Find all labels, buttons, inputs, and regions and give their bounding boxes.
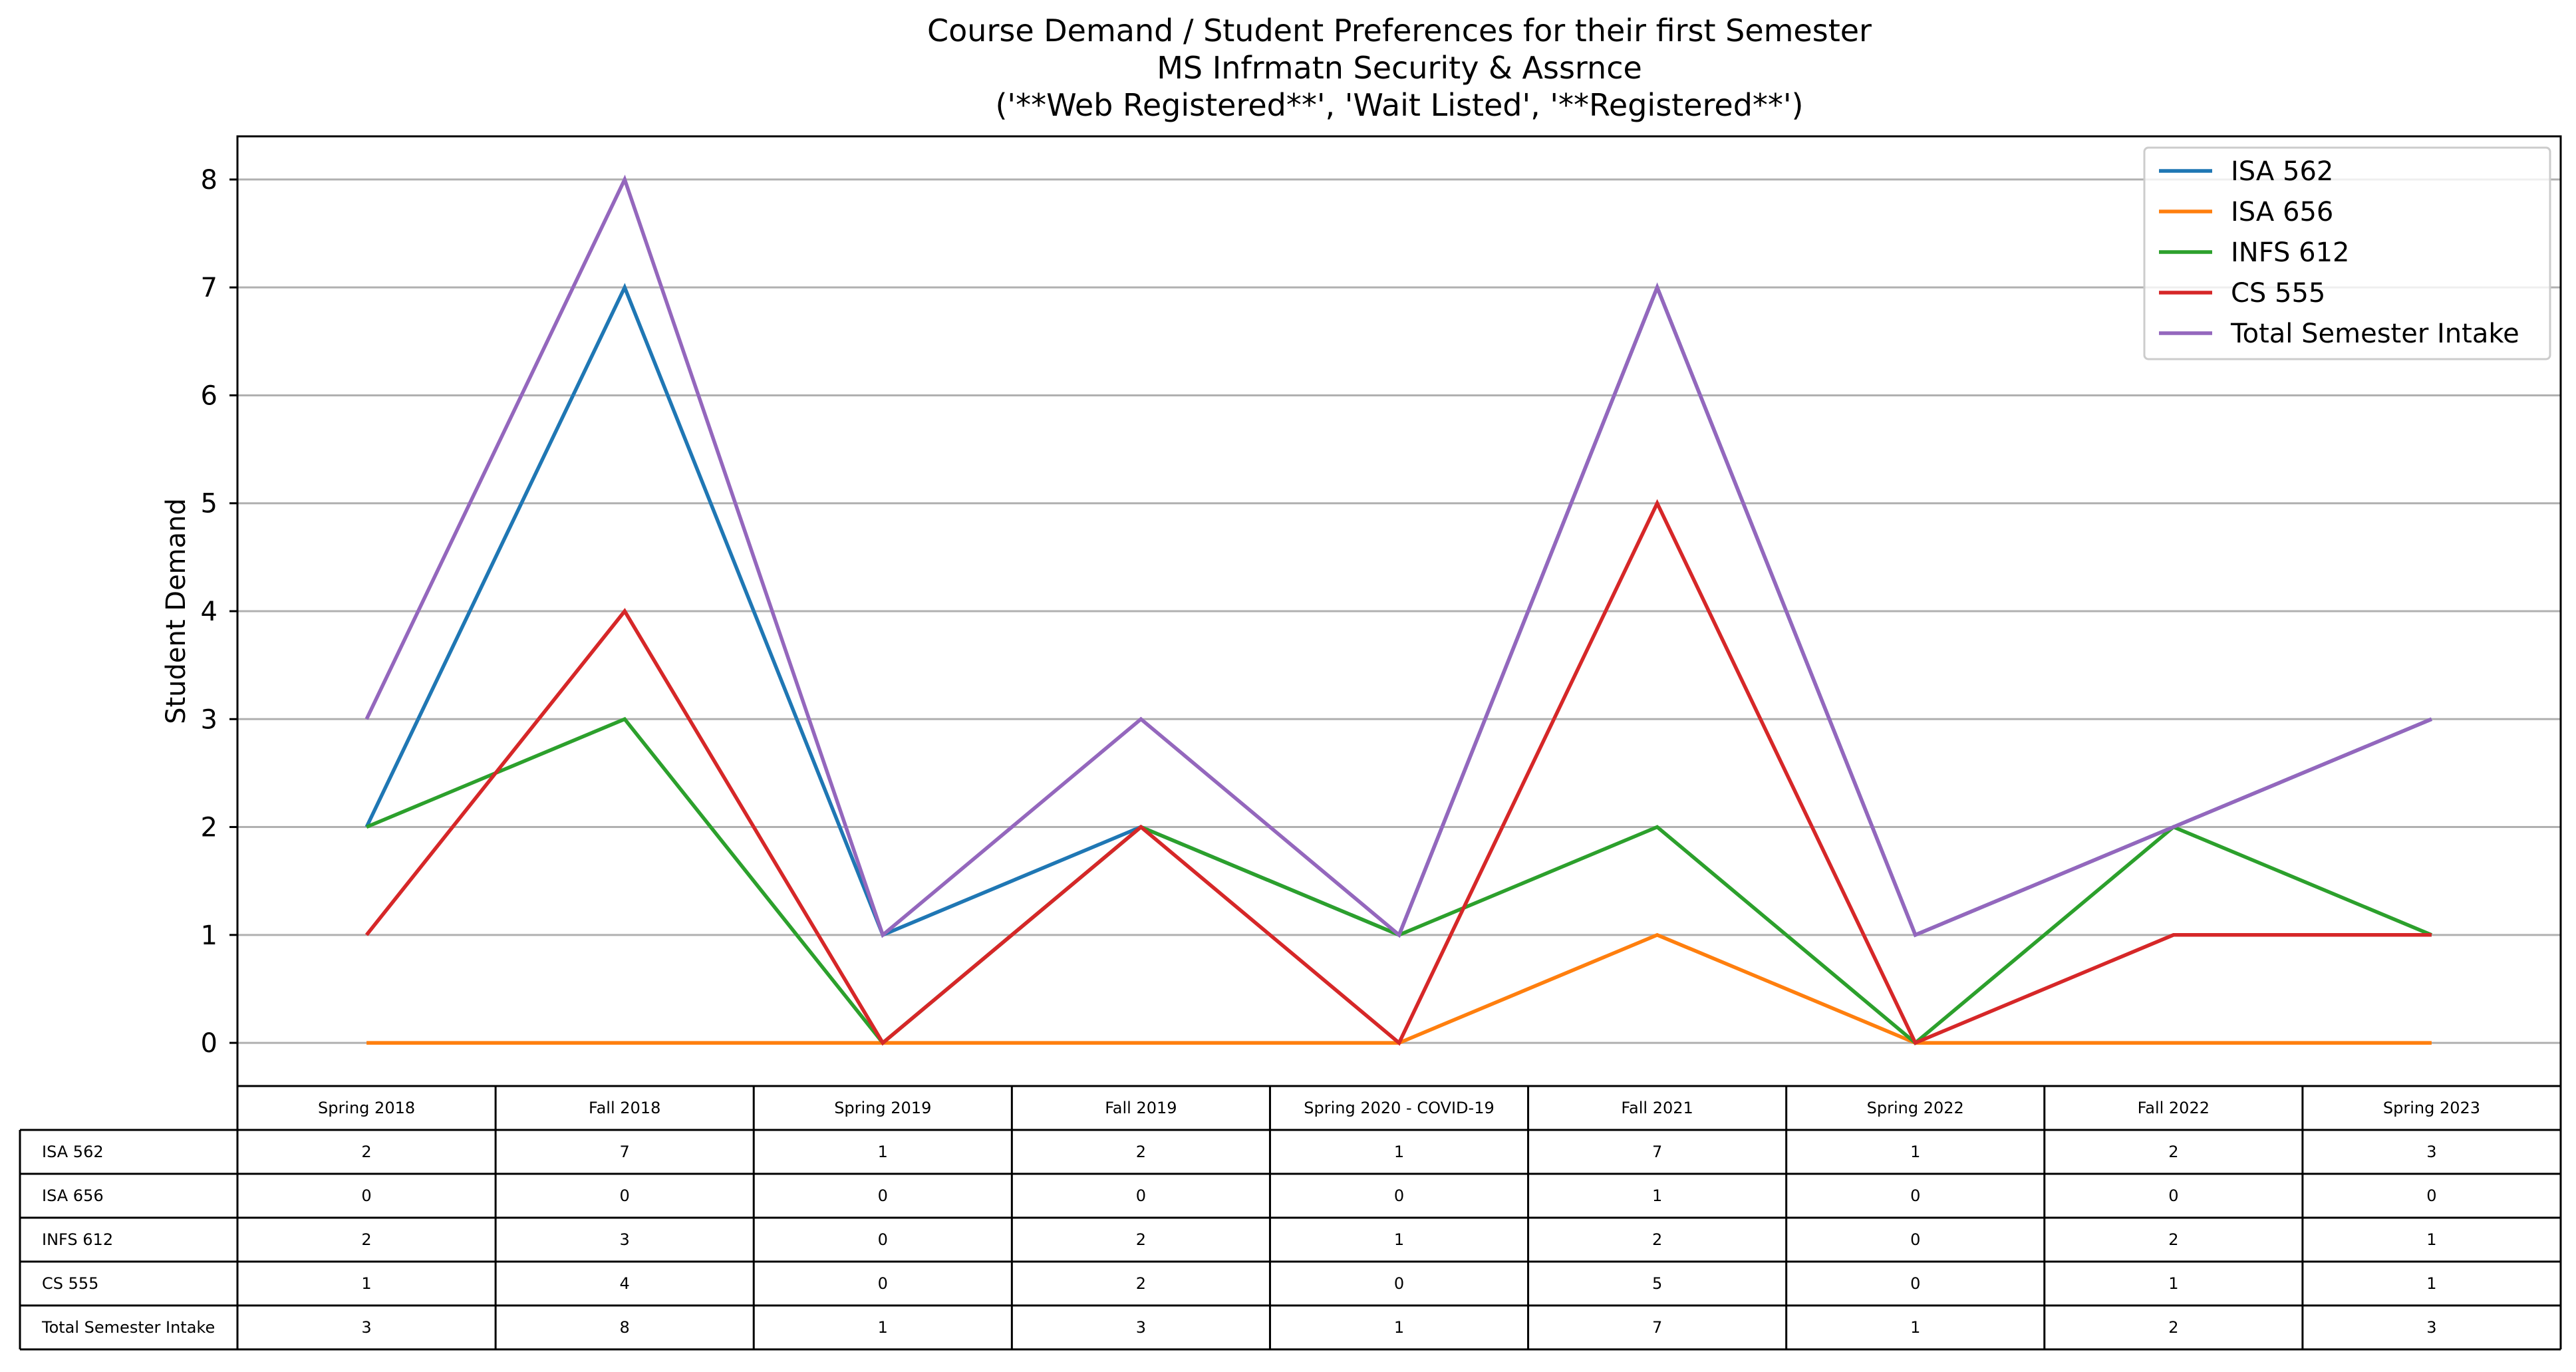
table-cell: 2 xyxy=(1136,1274,1146,1293)
table-cell: 2 xyxy=(2168,1230,2178,1249)
table-row-label: ISA 656 xyxy=(42,1186,104,1205)
table-cell: 2 xyxy=(361,1143,371,1161)
y-axis-label: Student Demand xyxy=(161,498,192,724)
table-cell: 7 xyxy=(1652,1143,1662,1161)
chart-title-line: Course Demand / Student Preferences for … xyxy=(927,13,1872,49)
table-cell: 3 xyxy=(1136,1318,1146,1337)
y-tick-label: 5 xyxy=(201,489,217,519)
table-cell: 0 xyxy=(878,1186,888,1205)
y-tick-label: 6 xyxy=(201,380,217,411)
table-cell: 7 xyxy=(620,1143,630,1161)
table-cell: 2 xyxy=(2168,1143,2178,1161)
table-cell: 0 xyxy=(1394,1274,1404,1293)
table-cell: 3 xyxy=(2426,1318,2436,1337)
table-cell: 4 xyxy=(620,1274,630,1293)
table-cell: 0 xyxy=(1910,1274,1920,1293)
table-cell: 0 xyxy=(878,1230,888,1249)
chart-title-line: MS Infrmatn Security & Assrnce xyxy=(1157,50,1642,86)
series-line-isa-656 xyxy=(366,932,2432,1045)
y-axis: 0 1 2 3 4 5 6 7 8 xyxy=(201,165,237,1059)
legend-label: ISA 562 xyxy=(2231,156,2333,187)
table-cell: 1 xyxy=(878,1143,888,1161)
table-cell: 3 xyxy=(620,1230,630,1249)
table-cell: 0 xyxy=(878,1274,888,1293)
series-line-total-semester-intake xyxy=(364,174,2432,938)
table-column-header: Spring 2020 - COVID-19 xyxy=(1304,1099,1494,1117)
legend-label: INFS 612 xyxy=(2231,237,2349,268)
series-line-infs-612 xyxy=(366,716,2432,1046)
y-tick-label: 8 xyxy=(201,165,217,196)
table-column-header: Fall 2019 xyxy=(1105,1099,1177,1117)
table-cell: 1 xyxy=(1394,1318,1404,1337)
table-cell: 0 xyxy=(620,1186,630,1205)
table-cell: 1 xyxy=(1394,1143,1404,1161)
legend-label: CS 555 xyxy=(2231,278,2325,309)
y-tick-label: 4 xyxy=(201,597,217,627)
table-cell: 0 xyxy=(1394,1186,1404,1205)
legend-box xyxy=(2143,146,2551,360)
y-tick-label: 1 xyxy=(201,920,217,951)
table-cell: 3 xyxy=(361,1318,371,1337)
data-table: Spring 2018 Fall 2018 Spring 2019 Fall 2019… xyxy=(19,1085,2562,1351)
y-tick-label: 0 xyxy=(201,1028,217,1059)
series-lines xyxy=(364,174,2432,1046)
chart-title-line: ('**Web Registered**', 'Wait Listed', '*… xyxy=(995,87,1803,123)
table-cell: 0 xyxy=(1910,1230,1920,1249)
table-cell: 1 xyxy=(1910,1318,1920,1337)
table-cell: 1 xyxy=(1910,1143,1920,1161)
table-cell: 1 xyxy=(1652,1186,1662,1205)
table-row-label: Total Semester Intake xyxy=(41,1318,215,1337)
table-cell: 2 xyxy=(1136,1230,1146,1249)
table-column-header: Spring 2019 xyxy=(834,1099,931,1117)
table-cell: 0 xyxy=(2168,1186,2178,1205)
table-cell: 1 xyxy=(2426,1274,2436,1293)
table-cell: 0 xyxy=(1136,1186,1146,1205)
table-cell: 0 xyxy=(2426,1186,2436,1205)
y-tick-label: 7 xyxy=(201,273,217,303)
table-cell: 1 xyxy=(878,1318,888,1337)
legend: ISA 562 ISA 656 INFS 612 CS 555 Total Semest… xyxy=(2143,146,2551,360)
table-cell: 1 xyxy=(1394,1230,1404,1249)
table-cell: 5 xyxy=(1652,1274,1662,1293)
chart-title: Course Demand / Student Preferences for … xyxy=(927,13,1872,123)
series-line-cs-555 xyxy=(364,499,2432,1046)
table-cell: 1 xyxy=(361,1274,371,1293)
table-cell: 3 xyxy=(2426,1143,2436,1161)
table-cell: 7 xyxy=(1652,1318,1662,1337)
table-row-label: INFS 612 xyxy=(42,1230,113,1249)
table-row-label: ISA 562 xyxy=(42,1143,104,1161)
table-cell: 1 xyxy=(2426,1230,2436,1249)
table-column-header: Spring 2022 xyxy=(1867,1099,1964,1117)
table-cell: 8 xyxy=(620,1318,630,1337)
legend-label: Total Semester Intake xyxy=(2230,319,2519,349)
legend-label: ISA 656 xyxy=(2231,197,2333,227)
table-cell: 2 xyxy=(1652,1230,1662,1249)
table-cell: 0 xyxy=(1910,1186,1920,1205)
table-column-header: Fall 2018 xyxy=(589,1099,660,1117)
table-cell: 2 xyxy=(1136,1143,1146,1161)
y-tick-label: 2 xyxy=(201,813,217,843)
table-cell: 1 xyxy=(2168,1274,2178,1293)
table-column-header: Fall 2021 xyxy=(1621,1099,1693,1117)
table-column-header: Fall 2022 xyxy=(2138,1099,2210,1117)
table-cell: 2 xyxy=(2168,1318,2178,1337)
table-cell: 2 xyxy=(361,1230,371,1249)
table-cell: 0 xyxy=(361,1186,371,1205)
table-column-header: Spring 2018 xyxy=(318,1099,415,1117)
table-column-header: Spring 2023 xyxy=(2383,1099,2480,1117)
y-tick-label: 3 xyxy=(201,704,217,735)
table-row-label: CS 555 xyxy=(42,1274,98,1293)
